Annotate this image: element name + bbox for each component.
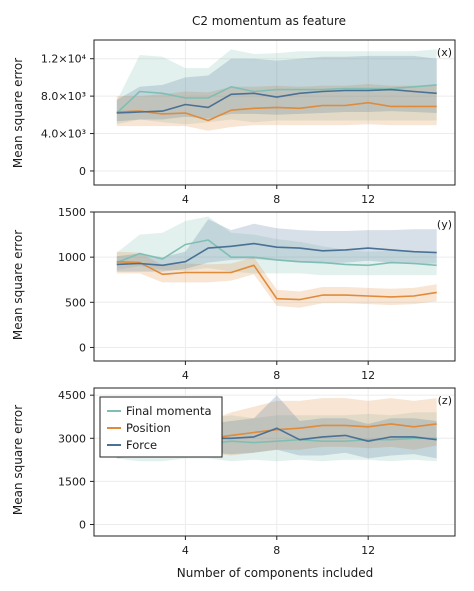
chart-title: C2 momentum as feature [192,14,346,28]
x-tick-label: 12 [361,193,375,206]
series-line-position [116,101,437,122]
series-line-final-momenta [116,239,437,267]
x-tick-label: 4 [182,193,189,206]
y-tick-label: 8.0×10³ [41,90,86,103]
band-final-momenta [116,216,437,276]
y-tick-label: 0 [79,519,86,532]
x-tick-label: 8 [273,544,280,557]
x-tick-label: 4 [182,544,189,557]
plot-frame [93,211,456,362]
x-tick-label: 12 [361,369,375,382]
band-force [116,55,437,122]
plot-frame [93,387,456,537]
y-tick-label: 1500 [58,206,86,219]
y-tick-label: 0 [79,165,86,178]
series-line-final-momenta [116,84,437,114]
panel-1: 0 4.0×10³ 8.0×10³ 1.2×10⁴ 4 8 12 (x) Mean square… [11,39,456,206]
legend-label: Position [126,421,171,435]
y-tick-label: 0 [79,341,86,354]
y-tick-label: 1500 [58,475,86,488]
band-force [116,219,437,272]
legend-label: Force [126,438,157,452]
y-tick-label: 3000 [58,432,86,445]
panel-label: (x) [437,46,452,59]
panel-2: 0 500 1000 1500 4 8 12 (y) Mean square error [11,206,456,382]
panel-label: (z) [438,394,452,407]
x-axis-label: Number of components included [177,566,373,580]
legend-label: Final momenta [126,404,212,418]
panel-label: (y) [437,218,452,231]
series-line-force [116,88,437,114]
x-tick-label: 4 [182,369,189,382]
panels-group: 0 4.0×10³ 8.0×10³ 1.2×10⁴ 4 8 12 (x) Mean square… [11,39,456,557]
y-tick-label: 1000 [58,251,86,264]
y-tick-label: 500 [65,296,86,309]
y-tick-label: 4.0×10³ [41,128,86,141]
y-tick-label: 1.2×10⁴ [41,53,87,66]
series-line-position [116,260,437,301]
band-position [116,251,437,308]
plot-area [94,212,455,361]
y-axis-label: Mean square error [11,405,25,515]
plot-frame [93,39,456,186]
y-tick-label: 4500 [58,389,86,402]
y-axis-label: Mean square error [11,58,25,168]
x-tick-label: 8 [273,369,280,382]
y-axis-label: Mean square error [11,230,25,340]
x-tick-label: 12 [361,544,375,557]
legend: Final momenta Position Force [99,396,223,458]
x-tick-label: 8 [273,193,280,206]
series-line-force [116,242,437,267]
panel-3: 0 1500 3000 4500 4 8 12 (z) Mean square error [11,387,456,557]
